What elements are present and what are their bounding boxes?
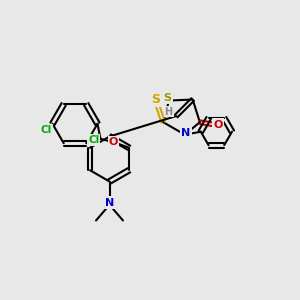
Text: O: O <box>213 120 223 130</box>
Text: Cl: Cl <box>41 125 52 135</box>
Text: H: H <box>165 106 173 116</box>
Text: Cl: Cl <box>88 135 99 145</box>
Text: N: N <box>105 197 114 208</box>
Text: S: S <box>151 93 160 106</box>
Text: S: S <box>164 93 172 103</box>
Text: O: O <box>109 137 118 147</box>
Text: N: N <box>181 128 190 138</box>
